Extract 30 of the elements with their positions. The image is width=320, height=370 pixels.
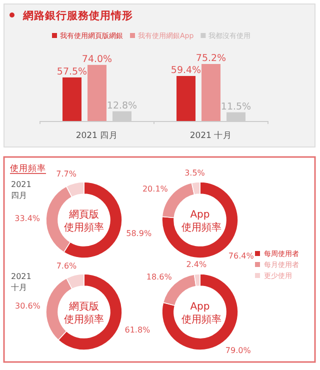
data-label: 59.4%	[170, 64, 202, 76]
data-label: 79.0%	[225, 346, 252, 355]
text: 使用頻率	[10, 163, 46, 174]
data-label: 20.1%	[142, 184, 168, 194]
data-label: 74.0%	[82, 54, 112, 65]
text: 2021 四月	[11, 180, 32, 200]
data-label: 61.8%	[124, 325, 151, 334]
chart-title: 網路銀行服務使用情形	[22, 9, 133, 22]
data-label: 57.5%	[56, 66, 88, 78]
bar	[62, 77, 82, 121]
data-label: 33.4%	[14, 214, 40, 224]
data-label: 75.2%	[196, 53, 226, 64]
bar	[202, 64, 220, 121]
text: App 使用頻率	[178, 302, 222, 326]
text: 網頁版使用頻率	[64, 302, 104, 326]
data-label: 11.5%	[220, 101, 252, 112]
data-label: 12.8%	[106, 100, 138, 112]
data-label: 7.6%	[56, 261, 78, 270]
data-label: 30.6%	[14, 302, 41, 311]
text: 2021 十月	[11, 272, 32, 292]
data-label: 58.9%	[126, 229, 152, 238]
bar	[88, 64, 106, 121]
bar	[176, 76, 196, 121]
data-label: 3.5%	[184, 168, 206, 178]
text: 網頁版使用頻率	[64, 210, 104, 234]
data-label: 18.6%	[146, 272, 172, 282]
data-label: 76.4%	[228, 251, 254, 260]
data-label: 7.7%	[56, 169, 77, 178]
data-label: 2.4%	[186, 260, 207, 270]
text: App 使用頻率	[178, 210, 222, 234]
